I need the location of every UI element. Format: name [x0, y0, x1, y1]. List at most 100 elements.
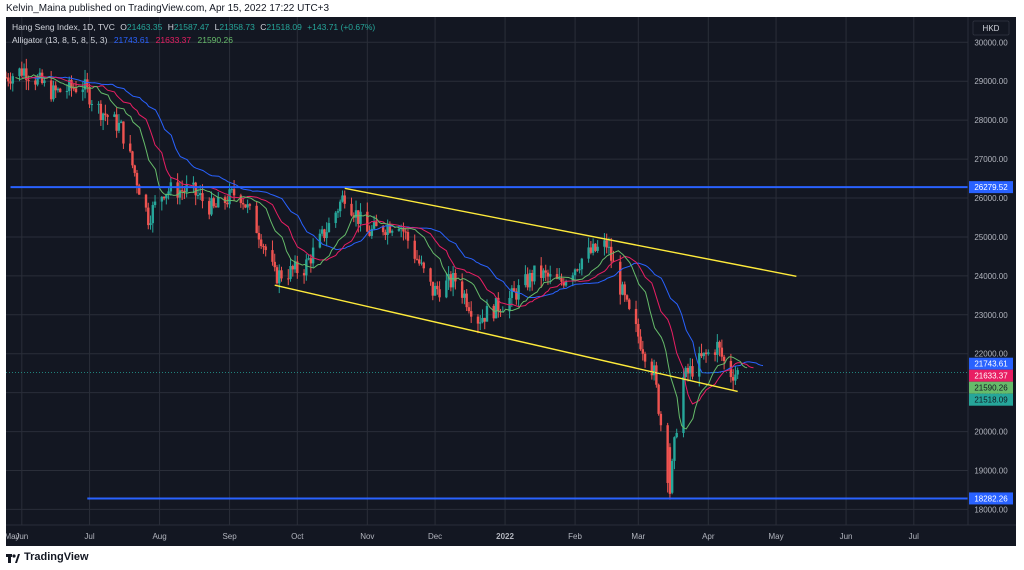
candle-body: [9, 81, 12, 84]
candle-body: [686, 367, 690, 374]
candle: [476, 314, 480, 334]
time-tick-label: 2022: [496, 532, 514, 541]
candle-body: [271, 250, 274, 262]
candle-body: [185, 184, 188, 192]
candle-body: [580, 258, 584, 270]
candle-body: [208, 201, 211, 215]
currency-label[interactable]: HKD: [983, 24, 1000, 33]
price-chart[interactable]: 30000.00 29000.00 28000.00 27000.00 26000.00…: [4, 17, 1016, 546]
candle-body: [34, 80, 37, 85]
candle-body: [370, 228, 374, 236]
candle-body: [325, 232, 328, 239]
candle: [418, 255, 421, 266]
candle: [643, 351, 647, 368]
chart-area[interactable]: 30000.00 29000.00 28000.00 27000.00 26000.00…: [4, 17, 1016, 546]
candle-body: [372, 221, 376, 229]
candle-body: [623, 284, 626, 296]
candle-body: [652, 365, 656, 376]
candle: [415, 250, 419, 261]
candle-body: [52, 85, 55, 100]
candle-body: [659, 413, 663, 426]
candle: [479, 315, 482, 331]
price-tick-label: 22000.00: [974, 350, 1008, 359]
candle: [144, 193, 148, 212]
candle-body: [558, 278, 561, 280]
candle: [641, 340, 645, 361]
legend-change: +143.71 (+0.67%): [307, 22, 375, 32]
candle-body: [605, 240, 608, 248]
candle-body: [716, 341, 719, 355]
candle-body: [101, 113, 105, 121]
candle: [101, 112, 105, 131]
price-label-bg: [969, 369, 1013, 382]
candle-body: [517, 285, 520, 300]
candle-body: [257, 232, 261, 240]
price-label-text: 21590.26: [974, 384, 1008, 393]
candle: [589, 241, 593, 255]
candle-body: [122, 121, 125, 144]
candle-body: [43, 80, 46, 84]
candle: [58, 87, 62, 93]
candle-body: [210, 198, 213, 215]
time-tick-label: Aug: [152, 532, 166, 541]
candle-body: [465, 293, 468, 308]
legend-symbol: Hang Seng Index, 1D, TVC: [12, 22, 115, 32]
candle: [463, 290, 466, 305]
candle: [384, 229, 387, 241]
candle: [119, 119, 123, 124]
candle-body: [734, 374, 737, 381]
candle: [264, 244, 267, 257]
candle-body: [454, 273, 457, 282]
legend-close-value: 21518.09: [266, 22, 302, 32]
candle: [524, 265, 527, 288]
resistance-price-label: 26279.52: [969, 181, 1013, 194]
candle-body: [293, 261, 297, 270]
candle-body: [639, 336, 642, 350]
candle-body: [119, 121, 123, 123]
candle-body: [612, 260, 615, 262]
time-tick-label: Feb: [568, 532, 582, 541]
candle-body: [682, 376, 685, 433]
candle: [587, 237, 590, 263]
candle: [320, 225, 324, 237]
candle: [293, 255, 297, 273]
candle-body: [264, 246, 267, 251]
candle: [673, 436, 676, 470]
legend-jaw-value: 21743.61: [114, 35, 150, 45]
candle: [702, 352, 705, 360]
candle: [65, 84, 69, 99]
candle: [623, 281, 626, 302]
candle-body: [176, 182, 179, 198]
candle: [406, 229, 410, 249]
candle: [54, 81, 57, 98]
candle: [289, 258, 292, 282]
candle-body: [135, 172, 139, 186]
time-tick-label: May: [768, 532, 783, 541]
candle: [481, 309, 484, 324]
candle: [201, 184, 204, 209]
candle: [280, 266, 283, 282]
candle: [339, 199, 342, 218]
candle-body: [643, 353, 647, 362]
candle: [469, 301, 473, 323]
price-labels: 26279.52 18282.26 21743.61 21633.37 21590.26…: [969, 181, 1013, 505]
candle: [659, 411, 663, 432]
candle: [621, 281, 624, 296]
candle-body: [641, 349, 645, 354]
candle: [639, 329, 642, 351]
candle-body: [564, 281, 568, 286]
candle: [562, 278, 565, 289]
candle-body: [431, 281, 435, 296]
price-axis[interactable]: 30000.00 29000.00 28000.00 27000.00 26000.00…: [967, 17, 1013, 525]
candle: [336, 208, 340, 218]
candle: [287, 269, 290, 286]
candle: [436, 281, 439, 295]
candle: [52, 80, 55, 102]
candle-body: [549, 274, 552, 277]
candle: [244, 204, 247, 209]
candle-body: [704, 352, 708, 355]
candle-body: [591, 243, 595, 253]
candle: [413, 234, 416, 264]
